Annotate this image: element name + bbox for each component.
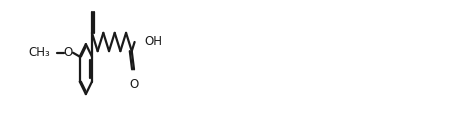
Text: O: O <box>130 78 139 91</box>
Text: O: O <box>63 46 73 59</box>
Text: CH₃: CH₃ <box>28 46 50 59</box>
Text: O: O <box>88 0 96 3</box>
Text: OH: OH <box>144 36 162 49</box>
